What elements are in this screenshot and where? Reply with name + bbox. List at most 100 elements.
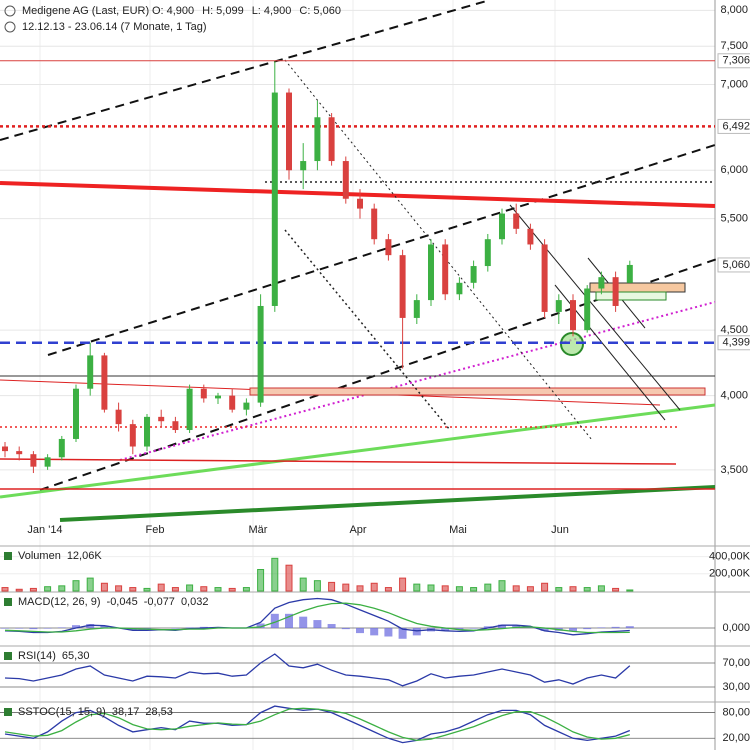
volume-bar (484, 583, 492, 592)
volume-bar (455, 586, 463, 592)
macd-histogram-bar (483, 626, 492, 628)
candle-body (413, 300, 420, 318)
price-marker-box (717, 335, 750, 351)
x-tick-label: Feb (146, 524, 165, 536)
y-tick-label: 3,500 (720, 464, 748, 476)
indicator-line (4, 653, 631, 687)
macd-histogram-bar (285, 613, 293, 628)
trendline (59, 485, 716, 522)
y-tick-label: 5,500 (720, 213, 748, 225)
macd-histogram-bar (57, 627, 66, 628)
volume-bar (370, 582, 378, 592)
candle-body (570, 300, 576, 331)
x-tick-label: Mär (249, 524, 268, 536)
macd-histogram-bar (625, 626, 634, 628)
y-tick-label: 20,00 (722, 732, 750, 744)
candle-body (314, 117, 321, 162)
icon (4, 5, 16, 17)
candle-body (626, 264, 633, 283)
candle-body (442, 244, 449, 295)
trendline (0, 458, 677, 465)
macd-histogram-bar (469, 628, 478, 629)
candle-body (2, 446, 8, 452)
quote-name: C: (299, 5, 310, 17)
macd-histogram-bar (313, 620, 322, 628)
candle-body (499, 213, 505, 240)
trendline (0, 181, 716, 208)
macd-histogram-bar (1, 628, 9, 629)
volume-bar (271, 557, 279, 592)
macd-histogram-bar (540, 628, 549, 631)
quote-value: 4,900 (264, 5, 292, 17)
volume-bar (242, 587, 250, 592)
volume-bar (143, 587, 151, 592)
candle-body (286, 92, 292, 171)
candle-body (555, 300, 562, 312)
y-tick-label: 30,00 (722, 681, 750, 693)
macd-histogram-bar (384, 628, 393, 637)
candle-body (243, 402, 250, 410)
volume-bar (384, 587, 392, 592)
y-tick-label: 200,00K (709, 568, 750, 580)
quote-name: L: (252, 5, 261, 17)
volume-bar (356, 585, 364, 592)
price-marker-box (717, 257, 750, 273)
volume-bar (597, 585, 605, 592)
macd-histogram-bar (185, 627, 194, 628)
candle-body (30, 454, 37, 467)
volume-bar (555, 587, 563, 592)
x-tick-label: Mai (449, 524, 467, 536)
panel-title: Volumen (18, 550, 61, 562)
panel-readout: 38,17 (112, 706, 140, 718)
volume-bar (285, 564, 293, 592)
panel-icon (4, 652, 12, 660)
zone (249, 387, 706, 396)
volume-bar (129, 587, 137, 592)
trendline (284, 229, 451, 431)
trendline (47, 144, 716, 356)
panel-readout: -0,077 (144, 596, 175, 608)
quote-name: O: (152, 5, 164, 17)
volume-bar (72, 580, 80, 592)
panel-readout: 65,30 (62, 650, 90, 662)
candle-body (399, 255, 406, 318)
panel-title: SSTOC(15, 15, 9) (18, 706, 106, 718)
macd-histogram-bar (455, 628, 464, 630)
candle-body (16, 451, 23, 455)
macd-histogram-bar (611, 626, 620, 628)
macd-histogram-bar (15, 628, 24, 629)
volume-bar (44, 586, 52, 592)
candle-body (101, 355, 108, 410)
macd-histogram-bar (43, 628, 52, 629)
volume-bar (257, 569, 265, 592)
volume-bar (399, 577, 407, 592)
panel-readout: -0,045 (107, 596, 138, 608)
candle-body (229, 395, 236, 410)
volume-bar (512, 585, 520, 592)
volume-bar (313, 580, 321, 592)
volume-bar (157, 583, 165, 592)
volume-bar (86, 577, 94, 592)
trendline (0, 0, 491, 141)
candle-body (328, 117, 335, 162)
trendline (0, 403, 716, 499)
macd-histogram-bar (412, 628, 421, 636)
panel-icon (4, 598, 12, 606)
panel-readout: 28,53 (145, 706, 173, 718)
macd-histogram-bar (526, 627, 535, 628)
volume-bar (612, 587, 620, 592)
volume-bar (228, 587, 236, 592)
volume-bar (583, 587, 591, 592)
candle-body (158, 416, 165, 422)
candle-body (215, 395, 221, 399)
volume-bar (541, 582, 549, 592)
macd-histogram-bar (583, 628, 592, 630)
y-tick-label: 8,000 (720, 4, 748, 16)
candle-body (598, 277, 605, 289)
candle-body (342, 161, 349, 199)
candle-body (172, 421, 179, 431)
macd-histogram-bar (72, 625, 80, 628)
volume-bar (498, 580, 506, 592)
